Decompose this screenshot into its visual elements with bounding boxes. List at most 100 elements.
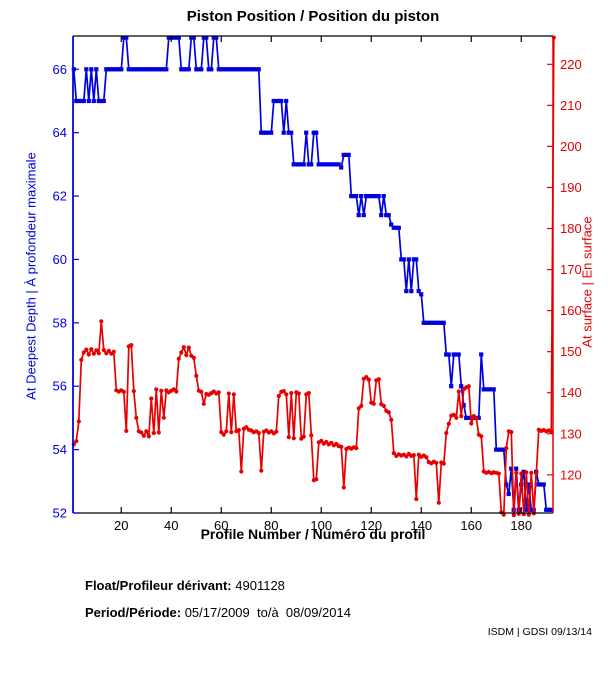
marker-left: [106, 67, 111, 72]
marker-right: [184, 352, 189, 358]
x-axis-label: Profile Number / Numéro du profil: [200, 526, 426, 542]
marker-left: [371, 194, 376, 199]
marker-left: [459, 384, 464, 389]
marker-left: [401, 257, 406, 262]
y-tick-label-left: 64: [53, 125, 67, 140]
marker-left: [201, 35, 206, 40]
marker-left: [209, 67, 214, 72]
marker-left: [509, 466, 514, 471]
marker-left: [541, 482, 546, 487]
marker-right: [201, 401, 206, 406]
y-tick-label-left: 56: [53, 379, 67, 394]
marker-right: [106, 348, 111, 353]
x-tick-label: 80: [264, 518, 278, 533]
marker-left: [129, 67, 134, 72]
y-tick-label-left: 54: [53, 442, 67, 457]
marker-left: [494, 447, 499, 452]
marker-left: [229, 67, 234, 72]
marker-left: [99, 98, 104, 104]
marker-left: [86, 98, 91, 104]
marker-left: [481, 387, 486, 392]
marker-left: [409, 289, 414, 294]
marker-left: [249, 67, 254, 72]
marker-left: [91, 98, 96, 104]
marker-left: [366, 194, 371, 199]
marker-right: [509, 430, 514, 435]
marker-left: [296, 162, 301, 167]
marker-left: [234, 67, 239, 72]
marker-left: [74, 98, 79, 104]
marker-right: [389, 417, 394, 422]
marker-left: [451, 352, 456, 357]
marker-left: [491, 387, 496, 392]
marker-right: [144, 429, 149, 434]
marker-left: [421, 320, 426, 325]
marker-left: [411, 257, 416, 262]
marker-right: [319, 438, 324, 443]
footer-float-line: Float/Profileur dérivant: 4901128: [85, 578, 285, 593]
marker-right: [446, 421, 451, 426]
marker-left: [151, 67, 156, 72]
marker-left: [506, 491, 511, 497]
marker-right: [156, 430, 161, 435]
period-label: Period/Période:: [85, 605, 182, 620]
marker-right: [511, 513, 516, 518]
marker-right: [154, 387, 159, 392]
marker-left: [524, 507, 529, 512]
marker-left: [461, 403, 466, 408]
marker-right: [309, 433, 314, 438]
marker-left: [259, 130, 264, 135]
marker-left: [449, 384, 454, 389]
marker-left: [309, 162, 314, 167]
marker-left: [419, 292, 424, 297]
marker-left: [479, 352, 484, 357]
marker-right: [91, 351, 96, 356]
y-tick-label-right: 170: [560, 262, 582, 277]
marker-left: [379, 213, 384, 218]
x-tick-label: 160: [460, 518, 482, 533]
marker-left: [136, 67, 141, 72]
y-tick-label-right: 150: [560, 344, 582, 359]
marker-left: [121, 35, 126, 40]
marker-right: [474, 416, 479, 421]
marker-left: [279, 98, 284, 104]
marker-left: [206, 67, 211, 72]
marker-left: [546, 507, 551, 512]
marker-left: [189, 35, 194, 40]
marker-left: [224, 67, 229, 72]
marker-left: [426, 320, 431, 325]
y-tick-label-right: 130: [560, 426, 582, 441]
marker-left: [406, 257, 411, 262]
marker-left: [329, 162, 334, 167]
marker-left: [399, 257, 404, 262]
marker-left: [499, 447, 504, 452]
marker-right: [444, 430, 449, 436]
marker-left: [351, 194, 356, 199]
marker-left: [504, 482, 509, 487]
marker-right: [89, 347, 94, 352]
marker-left: [336, 162, 341, 167]
marker-left: [446, 352, 451, 357]
float-value: 4901128: [235, 578, 285, 593]
marker-right: [259, 468, 264, 473]
marker-left: [429, 320, 434, 325]
y-axis-label-left: At Deepest Depth | À profondeur maximale: [23, 152, 39, 400]
marker-left: [194, 67, 199, 72]
marker-right: [276, 393, 281, 399]
marker-right: [441, 461, 446, 466]
marker-left: [361, 213, 366, 218]
marker-right: [454, 415, 459, 420]
marker-left: [344, 152, 349, 157]
marker-right: [504, 446, 509, 451]
marker-right: [236, 428, 241, 433]
marker-left: [339, 165, 344, 170]
marker-left: [269, 130, 274, 135]
marker-right: [179, 350, 184, 355]
marker-right: [479, 434, 484, 439]
marker-right: [239, 469, 244, 474]
marker-left: [304, 130, 309, 135]
marker-left: [414, 257, 419, 262]
marker-left: [384, 213, 389, 218]
